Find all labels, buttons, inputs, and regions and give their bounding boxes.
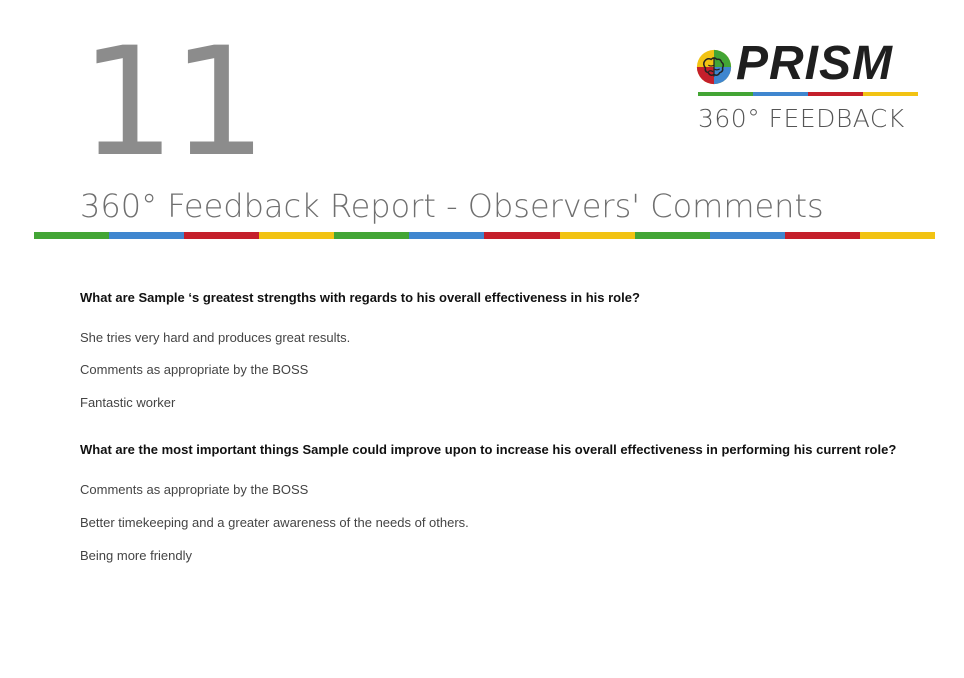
logo-bar-segment [698,92,753,96]
divider-segment [709,232,785,239]
logo-bar-segment [808,92,863,96]
logo-bar-segment [863,92,918,96]
answer-item: Comments as appropriate by the BOSS [80,362,309,378]
question-section: What are the most important things Sampl… [80,442,920,564]
divider-segment [559,232,635,239]
answer-item: Being more friendly [80,547,192,563]
logo-subtitle: 360° FEEDBACK [698,104,905,133]
divider-segment [184,232,260,239]
logo-wordmark: PRISM [736,37,894,90]
comments-content: What are Sample ‘s greatest strengths wi… [80,290,920,581]
prism-logo: PRISM 360° FEEDBACK [690,40,918,140]
answer-item: Comments as appropriate by the BOSS [80,481,309,497]
question-text: What are the most important things Sampl… [80,442,897,458]
divider-segment [409,232,485,239]
answer-list: She tries very hard and produces great r… [80,330,920,413]
divider-segment [634,232,710,239]
answer-item: Better timekeeping and a greater awarene… [80,514,469,530]
divider-segment [859,232,935,239]
divider-segment [484,232,560,239]
report-title: 360° Feedback Report - Observers' Commen… [80,187,824,225]
divider-segment [34,232,110,239]
divider-segment [334,232,410,239]
divider-segment [109,232,185,239]
logo-color-bar [698,92,918,96]
divider-segment [784,232,860,239]
brain-icon [696,49,732,85]
answer-item: She tries very hard and produces great r… [80,329,351,345]
answer-list: Comments as appropriate by the BOSS Bett… [80,482,920,565]
question-text: What are Sample ‘s greatest strengths wi… [80,290,640,305]
logo-bar-segment [753,92,808,96]
page-number: 11 [80,16,267,190]
divider-segment [259,232,335,239]
answer-item: Fantastic worker [80,395,176,411]
color-divider [34,232,935,239]
question-section: What are Sample ‘s greatest strengths wi… [80,290,920,412]
